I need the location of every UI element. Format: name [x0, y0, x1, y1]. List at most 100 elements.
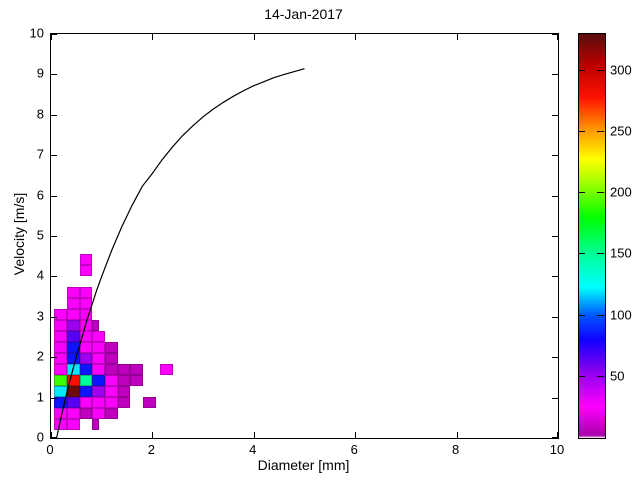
tick-mark	[552, 437, 558, 438]
heatmap-cell	[92, 342, 105, 354]
x-tick-label: 2	[147, 442, 156, 457]
heatmap-cell	[117, 386, 131, 398]
tick-mark	[51, 316, 57, 318]
tick-mark	[552, 316, 558, 318]
x-tick-label: 0	[46, 442, 54, 457]
heatmap-cell	[79, 309, 93, 321]
tick-mark	[552, 74, 558, 76]
y-tick-label: 10	[29, 25, 44, 41]
heatmap-cell	[104, 364, 118, 376]
heatmap-cell	[54, 331, 67, 343]
colorbar-tick-label: 200	[610, 184, 632, 200]
tick-mark	[152, 432, 154, 438]
tick-mark	[552, 397, 558, 399]
tick-mark	[152, 34, 154, 40]
heatmap-cell	[104, 386, 118, 398]
y-tick-label: 3	[36, 308, 44, 324]
heatmap-cell	[79, 298, 93, 309]
tick-mark	[552, 357, 558, 359]
tick-mark	[552, 155, 558, 157]
heatmap-cell	[104, 397, 118, 409]
heatmap-cell	[79, 331, 93, 343]
tick-mark	[355, 432, 357, 438]
colorbar-tick-label: 250	[610, 123, 632, 139]
heatmap-cell	[130, 375, 143, 387]
tick-mark	[552, 236, 558, 237]
y-tick-label: 4	[36, 267, 44, 283]
heatmap-cell	[66, 298, 80, 309]
colorbar-tick-mark	[597, 69, 604, 71]
tick-mark	[557, 34, 558, 40]
y-tick-label: 9	[36, 65, 44, 81]
colorbar-tick-mark	[578, 192, 585, 194]
heatmap-cell	[66, 375, 80, 387]
heatmap-cell	[130, 364, 143, 376]
heatmap-cell	[79, 264, 93, 276]
colorbar-tick-mark	[578, 314, 585, 316]
tick-mark	[456, 34, 458, 40]
heatmap-cell	[66, 353, 80, 365]
heatmap-cell	[79, 253, 93, 265]
colorbar-tick-mark	[597, 314, 604, 316]
heatmap-cell	[117, 397, 131, 409]
heatmap-cell	[79, 397, 93, 409]
x-tick-label: 8	[451, 442, 460, 457]
heatmap-cell	[92, 375, 105, 387]
heatmap-cell	[66, 309, 80, 321]
y-tick-label: 6	[36, 187, 44, 203]
tick-mark	[552, 195, 558, 197]
colorbar-tick-mark	[597, 253, 604, 255]
colorbar-tick-label: 100	[610, 307, 632, 323]
colorbar-tick-mark	[578, 253, 585, 255]
tick-mark	[51, 74, 57, 76]
heatmap-cell	[104, 342, 118, 354]
heatmap-cell	[66, 397, 80, 409]
colorbar-tick-mark	[597, 192, 604, 194]
heatmap-cell	[66, 408, 80, 420]
heatmap-cell	[160, 364, 173, 376]
heatmap-cell	[66, 331, 80, 343]
heatmap-cell	[92, 408, 105, 420]
tick-mark	[51, 357, 57, 359]
curve-polyline	[56, 68, 305, 438]
heatmap-cell	[117, 364, 131, 376]
heatmap-cell	[79, 364, 93, 376]
colorbar-tick-label: 300	[610, 62, 632, 78]
heatmap-cell	[79, 386, 93, 398]
heatmap-cell	[117, 375, 131, 387]
tick-mark	[51, 437, 57, 438]
colorbar-tick-mark	[578, 130, 585, 132]
heatmap-cell	[92, 320, 99, 332]
heatmap-cell	[79, 287, 93, 298]
tick-mark	[51, 432, 52, 438]
tick-mark	[51, 155, 57, 157]
heatmap-cell	[104, 375, 118, 387]
y-tick-label: 0	[36, 429, 44, 445]
colorbar-tick-mark	[578, 69, 585, 71]
y-tick-label: 5	[36, 227, 44, 243]
tick-mark	[355, 34, 357, 40]
tick-mark	[51, 34, 52, 40]
heatmap-cell	[92, 331, 105, 343]
heatmap-cell	[142, 397, 156, 409]
tick-mark	[51, 34, 57, 35]
colorbar-tick-mark	[597, 130, 604, 132]
tick-mark	[557, 432, 558, 438]
colorbar-tick-label: 150	[610, 245, 632, 261]
heatmap-cell	[92, 353, 105, 365]
tick-mark	[253, 34, 255, 40]
tick-mark	[51, 397, 57, 399]
y-tick-label: 1	[36, 389, 44, 405]
heatmap-cell	[54, 309, 67, 321]
heatmap-cell	[92, 364, 105, 376]
heatmap-cell	[79, 375, 93, 387]
tick-mark	[51, 276, 57, 278]
tick-mark	[51, 114, 57, 116]
fall-velocity-curve	[56, 68, 305, 438]
heatmap-cell	[54, 375, 67, 387]
tick-mark	[552, 34, 558, 35]
tick-mark	[253, 432, 255, 438]
colorbar-tick-mark	[597, 375, 604, 377]
y-tick-label: 7	[36, 146, 44, 162]
